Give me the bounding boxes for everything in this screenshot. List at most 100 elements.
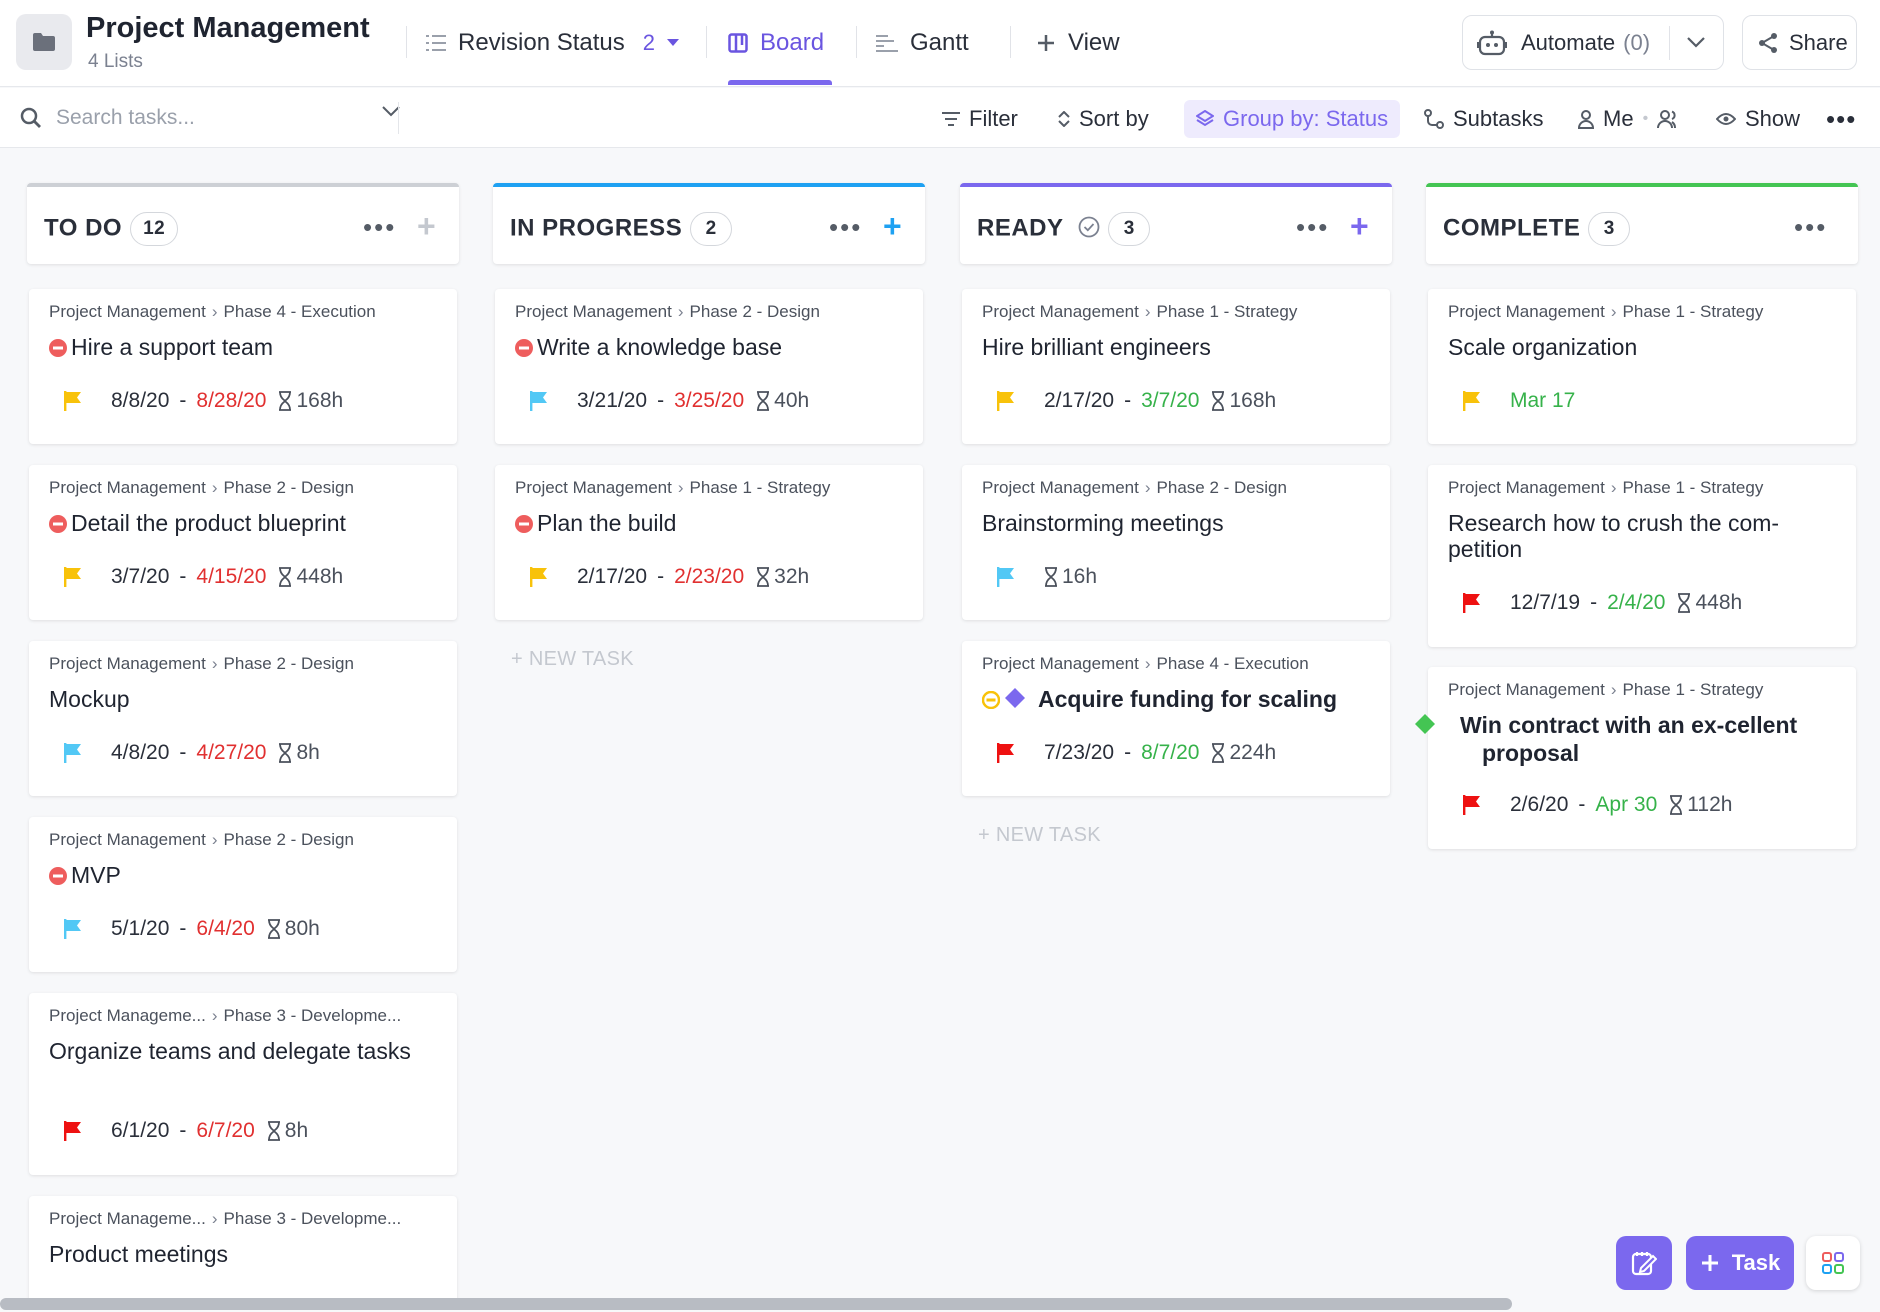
due-date[interactable]: 3/7/20 <box>1141 389 1200 412</box>
start-date[interactable]: 2/17/20 <box>577 565 648 588</box>
task-card[interactable]: Project Management › Phase 1 - Strategy Sc… <box>1428 289 1856 444</box>
chevron-down-icon[interactable] <box>1687 37 1705 48</box>
start-date[interactable]: 3/7/20 <box>111 565 170 588</box>
notepad-button[interactable] <box>1616 1236 1672 1290</box>
search-box[interactable]: Search tasks... <box>20 102 400 134</box>
due-date[interactable]: 2/23/20 <box>674 565 745 588</box>
task-card[interactable]: Project Manageme... › Phase 3 - Developme.… <box>29 993 457 1175</box>
task-card[interactable]: Project Management › Phase 1 - Strategy Re… <box>1428 465 1856 647</box>
task-title[interactable]: Product meetings <box>49 1241 228 1267</box>
task-title[interactable]: Hire brilliant engineers <box>982 334 1211 360</box>
new-task-button[interactable]: + NEW TASK <box>511 648 634 670</box>
project-title[interactable]: Project Management <box>86 12 370 44</box>
horizontal-scrollbar[interactable] <box>0 1298 1512 1310</box>
chevron-down-icon[interactable] <box>382 106 400 117</box>
task-card[interactable]: Project Management › Phase 4 - Execution H… <box>29 289 457 444</box>
view-revision-status[interactable]: Revision Status 2 <box>426 26 679 60</box>
group-by-button[interactable]: Group by: Status <box>1184 100 1401 138</box>
new-task-fab[interactable]: Task <box>1686 1236 1794 1290</box>
me-filter-button[interactable]: Me • <box>1578 100 1681 138</box>
add-task-plus-icon[interactable]: + <box>1350 208 1369 244</box>
priority-flag-icon[interactable] <box>63 1120 83 1142</box>
task-title[interactable]: Win contract with an ex-cellent proposal <box>1415 712 1838 766</box>
start-date[interactable]: 6/1/20 <box>111 1119 170 1142</box>
time-estimate[interactable]: 8h <box>278 741 320 765</box>
due-date[interactable]: 8/7/20 <box>1141 741 1200 764</box>
task-title[interactable]: Research how to crush the com-petition <box>1448 510 1780 562</box>
show-button[interactable]: Show <box>1716 100 1800 138</box>
folder-icon[interactable] <box>16 14 72 70</box>
time-estimate[interactable]: 16h <box>1044 565 1097 589</box>
priority-flag-icon[interactable] <box>996 566 1016 588</box>
priority-flag-icon[interactable] <box>1462 794 1482 816</box>
task-card[interactable]: Project Manageme... › Phase 3 - Developme.… <box>29 1196 457 1300</box>
task-card[interactable]: Project Management › Phase 2 - Design Deta… <box>29 465 457 620</box>
task-title[interactable]: Write a knowledge base <box>515 334 905 362</box>
task-card[interactable]: Project Management › Phase 1 - Strategy Wi… <box>1415 667 1856 849</box>
task-card[interactable]: Project Management › Phase 1 - Strategy Hi… <box>962 289 1390 444</box>
automate-button[interactable]: Automate (0) <box>1462 15 1724 70</box>
task-title[interactable]: Acquire funding for scaling <box>981 686 1372 714</box>
task-title[interactable]: Detail the product blueprint <box>49 510 439 538</box>
time-estimate[interactable]: 32h <box>756 565 809 589</box>
column-more-icon[interactable]: ••• <box>829 212 863 242</box>
new-task-button[interactable]: + NEW TASK <box>978 824 1101 846</box>
due-date[interactable]: 4/27/20 <box>196 741 267 764</box>
priority-flag-icon[interactable] <box>1462 390 1482 412</box>
start-date[interactable]: 5/1/20 <box>111 917 170 940</box>
priority-flag-icon[interactable] <box>996 390 1016 412</box>
due-date[interactable]: 2/4/20 <box>1607 591 1666 614</box>
time-estimate[interactable]: 224h <box>1211 741 1276 765</box>
add-view-button[interactable]: View <box>1036 26 1120 60</box>
add-task-plus-icon[interactable]: + <box>417 208 436 244</box>
start-date[interactable]: 4/8/20 <box>111 741 170 764</box>
priority-flag-icon[interactable] <box>1462 592 1482 614</box>
task-card[interactable]: Project Management › Phase 2 - Design MVP … <box>29 817 457 972</box>
priority-flag-icon[interactable] <box>63 742 83 764</box>
column-more-icon[interactable]: ••• <box>363 212 397 242</box>
time-estimate[interactable]: 448h <box>1677 591 1742 615</box>
start-date[interactable]: 3/21/20 <box>577 389 648 412</box>
time-estimate[interactable]: 112h <box>1669 793 1732 817</box>
task-title[interactable]: Organize teams and delegate tasks <box>49 1038 411 1064</box>
time-estimate[interactable]: 8h <box>267 1119 308 1143</box>
priority-flag-icon[interactable] <box>63 918 83 940</box>
time-estimate[interactable]: 168h <box>1211 389 1276 413</box>
priority-flag-icon[interactable] <box>529 566 549 588</box>
priority-flag-icon[interactable] <box>529 390 549 412</box>
priority-flag-icon[interactable] <box>63 566 83 588</box>
task-title[interactable]: Hire a support team <box>49 334 439 362</box>
task-title[interactable]: MVP <box>49 862 439 890</box>
due-date[interactable]: 3/25/20 <box>674 389 745 412</box>
share-button[interactable]: Share <box>1742 15 1857 70</box>
time-estimate[interactable]: 80h <box>267 917 320 941</box>
sort-button[interactable]: Sort by <box>1058 100 1149 138</box>
task-title[interactable]: Brainstorming meetings <box>982 510 1224 536</box>
more-options-icon[interactable]: ••• <box>1826 103 1857 134</box>
filter-button[interactable]: Filter <box>942 100 1018 138</box>
task-card[interactable]: Project Management › Phase 2 - Design Mock… <box>29 641 457 796</box>
priority-flag-icon[interactable] <box>996 742 1016 764</box>
start-date[interactable]: 12/7/19 <box>1510 591 1581 614</box>
apps-button[interactable] <box>1806 1236 1860 1290</box>
users-icon[interactable] <box>1657 109 1681 129</box>
subtasks-button[interactable]: Subtasks <box>1424 100 1544 138</box>
time-estimate[interactable]: 448h <box>278 565 343 589</box>
add-task-plus-icon[interactable]: + <box>883 208 902 244</box>
due-date[interactable]: 8/28/20 <box>196 389 267 412</box>
due-date[interactable]: 6/4/20 <box>196 917 255 940</box>
task-card[interactable]: Project Management › Phase 1 - Strategy Pl… <box>495 465 923 620</box>
task-card[interactable]: Project Management › Phase 2 - Design Brai… <box>962 465 1390 620</box>
start-date[interactable]: 7/23/20 <box>1044 741 1115 764</box>
search-input[interactable]: Search tasks... <box>56 106 195 129</box>
column-more-icon[interactable]: ••• <box>1296 212 1330 242</box>
time-estimate[interactable]: 40h <box>756 389 809 413</box>
task-title[interactable]: Plan the build <box>515 510 905 538</box>
column-more-icon[interactable]: ••• <box>1794 212 1828 242</box>
priority-flag-icon[interactable] <box>63 390 83 412</box>
task-title[interactable]: Mockup <box>49 686 130 712</box>
task-title[interactable]: Scale organization <box>1448 334 1638 360</box>
due-date[interactable]: Apr 30 <box>1595 793 1658 816</box>
task-card[interactable]: Project Management › Phase 4 - Execution A… <box>962 641 1390 796</box>
task-card[interactable]: Project Management › Phase 2 - Design Writ… <box>495 289 923 444</box>
